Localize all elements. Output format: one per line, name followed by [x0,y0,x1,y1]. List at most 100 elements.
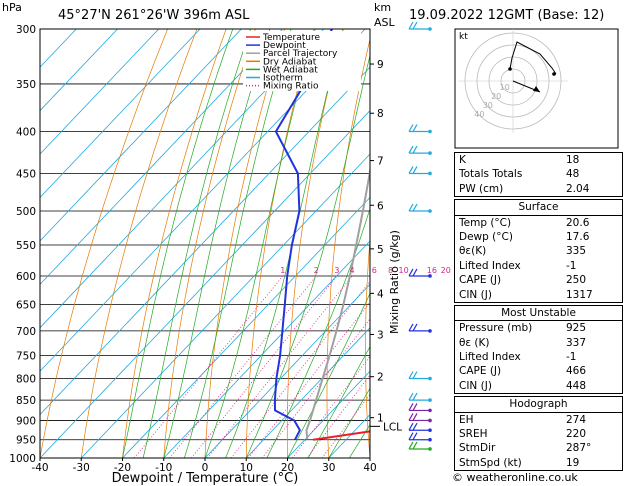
row-label: Totals Totals [459,168,523,181]
isotherm-line [122,196,370,458]
wind-barb-feather [408,323,414,332]
table-row: Lifted Index -1 [455,350,622,364]
hodograph-ring-label: 10 [500,83,510,92]
mixing-ratio-line [133,275,284,458]
isotherm-line [40,29,366,372]
legend-label: Dewpoint [263,41,306,51]
isotherm-line [40,29,325,329]
most-unstable-title: Most Unstable [501,306,576,319]
wind-barb-feather [412,124,418,132]
row-value: 448 [566,379,587,392]
hodograph-ring-label: 30 [483,101,493,110]
table-row: CAPE (J) 466 [455,364,622,378]
wind-barb-dot [428,129,432,134]
wind-barb-feather [408,441,414,450]
table-row: PW (cm) 2.04 [455,182,622,196]
pressure-tick-label: 550 [16,240,36,252]
wind-barb-icon [408,403,432,413]
mixing-ratio-label: 16 [427,266,437,275]
isotherm-line [40,29,201,199]
table-row: Temp (°C) 20.6 [455,216,622,230]
datetime-title: 19.09.2022 12GMT (Base: 12) [409,8,604,23]
surface-title: Surface [518,201,559,214]
row-value: 48 [566,168,580,181]
row-value: 1317 [566,288,593,301]
wind-barb-icon [408,432,432,442]
wind-barb-dot [428,398,432,402]
table-row: CIN (J) 448 [455,379,622,393]
hpa-label: hPa [2,1,22,14]
hodograph-point [508,67,512,71]
wind-barb-dot [428,171,432,176]
hodograph-unit-label: kt [459,32,468,42]
table-row: θε (K) 337 [455,336,622,350]
axes: 1234681016202530035040045050055060065070… [9,24,465,474]
row-label: CAPE (J) [459,365,502,378]
row-label: Pressure (mb) [459,322,533,335]
wind-barb-feather [408,432,414,441]
mixing-ratio-axis-label: Mixing Ratio (g/kg) [388,230,401,334]
row-label: SREH [459,428,488,441]
wet-adiabat-line [204,29,316,458]
wind-barb-icon [408,413,432,423]
wind-barb-feather [412,268,418,277]
row-label: CAPE (J) [459,274,502,287]
row-value: 220 [566,428,587,441]
wind-barb-feather [412,371,418,379]
wet-adiabat-line [163,29,271,458]
wind-barb-feather [412,145,418,154]
most-unstable-box: Most Unstable Pressure (mb) 925 θε (K) 337 L… [454,304,623,395]
wind-barb-icon [408,203,432,213]
hodograph-ring-label: 20 [491,92,501,101]
indices-panel: K 18 Totals Totals 48 PW (cm) 2.04 Surface Te… [454,152,623,472]
dewpoint-line [273,29,333,441]
hodograph-table-box: Hodograph EH 274 SREH 220 StmDir 287° StmSpd (… [454,396,623,472]
wet-adiabat-line [328,387,370,458]
wind-barb-feather [412,403,418,411]
row-value: 19 [566,456,580,469]
row-label: θε (K) [459,336,490,349]
km-label: km [374,1,391,14]
row-label: EH [459,413,474,426]
isotherm-line [80,153,370,458]
row-label: PW (cm) [459,182,504,195]
pressure-tick-label: 350 [16,79,36,91]
storm-motion-arrowhead [533,86,540,92]
table-row: θε(K) 335 [455,244,622,258]
pressure-tick-label: 700 [16,326,36,338]
hodograph-ring-label: 40 [474,110,484,119]
mixing-ratio-label: 1 [280,266,285,275]
x-tick-label: -40 [31,462,48,474]
legend-label: Temperature [262,33,320,43]
row-label: Dewp (°C) [459,230,513,243]
mixing-ratio-label: 4 [350,266,355,275]
km-tick-label: 7 [377,156,384,168]
wind-barb-dot [428,376,432,381]
isotherm-line [40,29,160,155]
mixing-ratio-label: 2 [314,266,319,275]
table-row: CIN (J) 1317 [455,288,622,302]
x-tick-label: 40 [363,462,376,474]
isotherm-line [40,29,242,242]
wind-barb-feather [412,203,418,212]
row-label: CIN (J) [459,288,492,301]
row-label: StmDir [459,442,496,455]
wind-barb-feather [408,21,414,30]
table-row: CAPE (J) 250 [455,273,622,287]
isotherm-line [204,283,370,458]
row-label: CIN (J) [459,379,492,392]
row-value: 335 [566,245,587,258]
wind-barb-icon [408,124,432,134]
wind-barb-feather [408,413,414,421]
isotherm-line [40,29,77,68]
wind-barb-feather [412,432,418,441]
row-label: Lifted Index [459,259,521,272]
row-value: 925 [566,322,587,335]
wind-barb-feather [408,392,414,401]
mixing-ratio-line [248,301,370,458]
dry-adiabat-line [326,37,370,458]
wind-barb-icon [408,441,432,451]
row-value: 337 [566,336,587,349]
dry-adiabat-line [286,29,344,458]
